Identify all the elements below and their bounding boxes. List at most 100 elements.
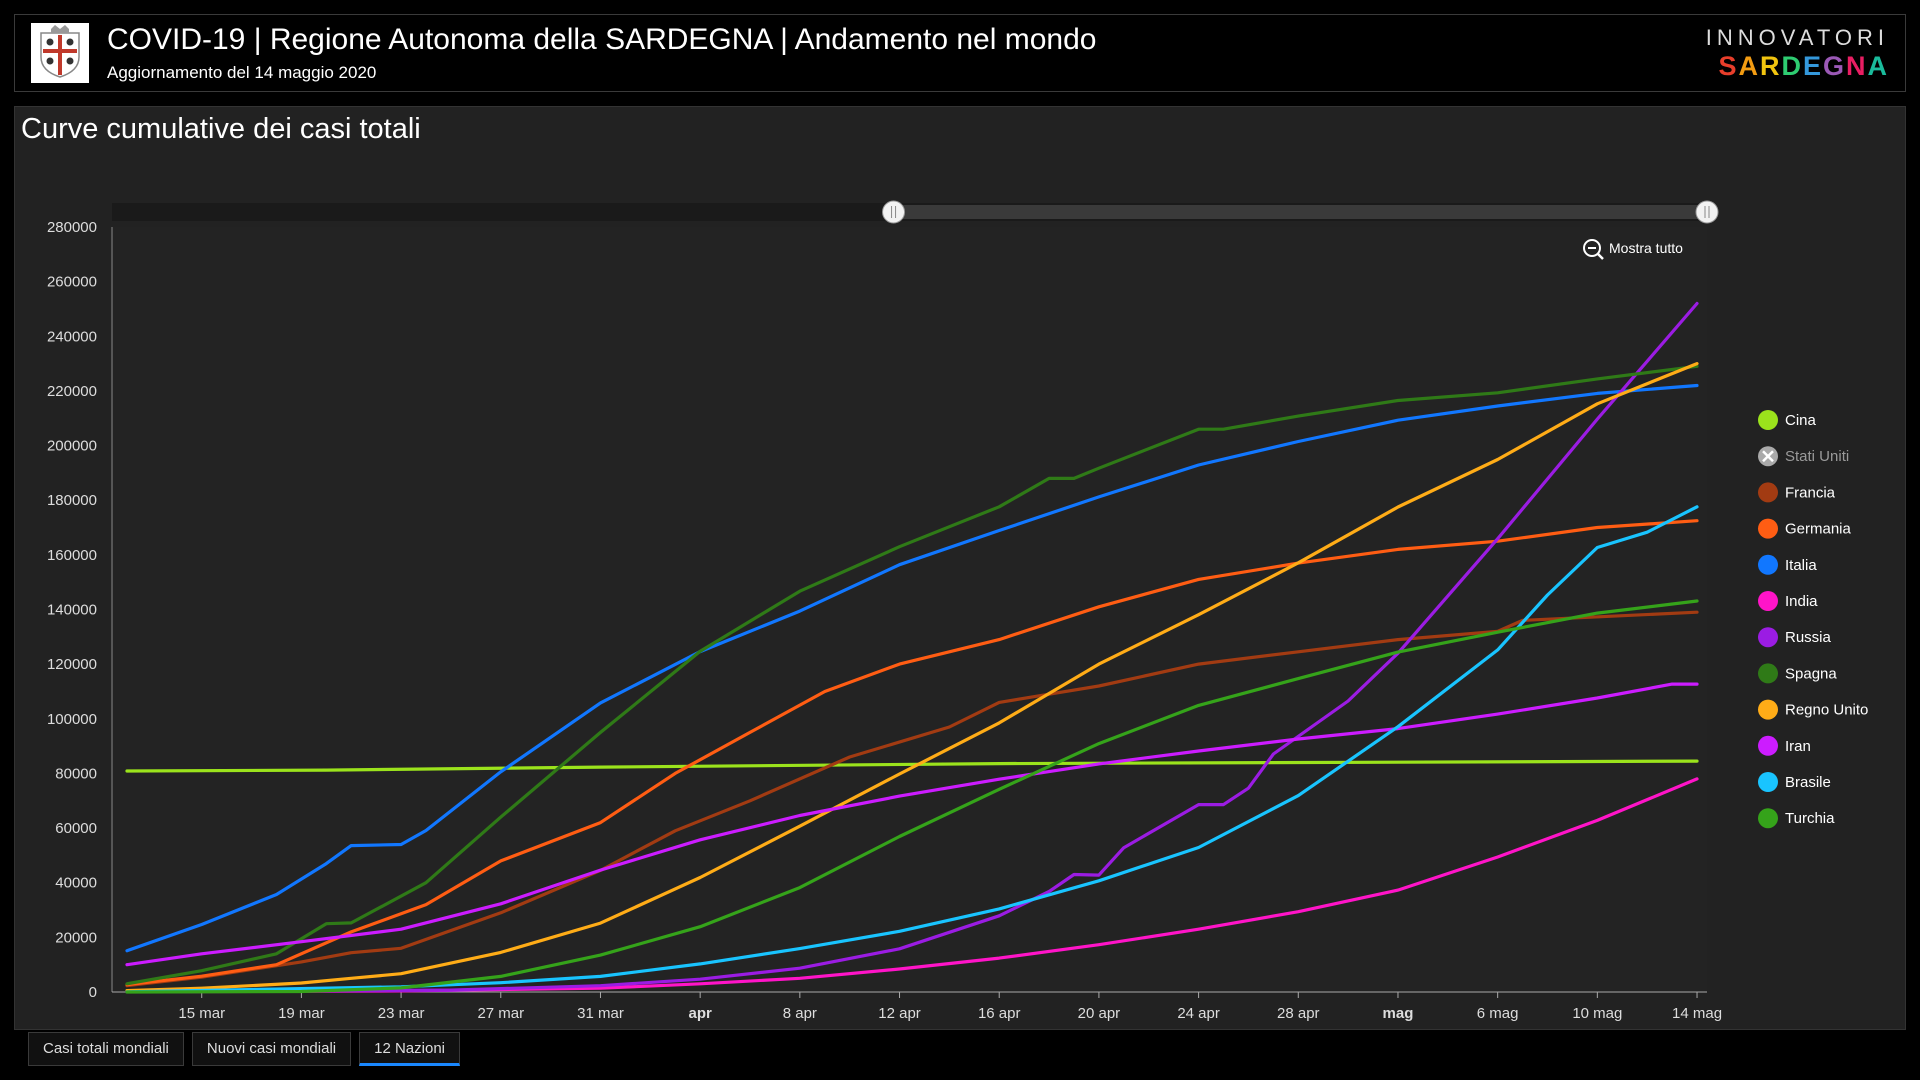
series-line-francia [125,610,1699,988]
legend-marker [1758,482,1778,503]
y-tick-label: 260000 [47,274,97,291]
legend-label: Francia [1785,484,1836,501]
brand-letter: E [1802,51,1823,81]
series-line-cina [125,759,1699,773]
series-line-iran [125,682,1699,967]
range-end-handle[interactable] [1695,200,1719,224]
legend-label: Iran [1785,738,1811,755]
brand-letter: A [1867,51,1889,81]
y-tick-label: 100000 [47,711,97,728]
x-tick-label: 28 apr [1277,1005,1320,1022]
brand-letter: R [1759,51,1782,81]
brand-letter: A [1738,51,1760,81]
handle-knob[interactable] [1695,200,1719,224]
x-tick-label: 27 mar [477,1005,524,1022]
y-tick-label: 80000 [55,765,97,782]
y-tick-label: 0 [89,984,97,1001]
x-tick-label: 8 apr [783,1005,817,1022]
x-tick-label: 12 apr [878,1005,921,1022]
x-tick-label: 31 mar [577,1005,624,1022]
x-tick-label: 15 mar [178,1005,225,1022]
legend-label: Turchia [1785,810,1835,827]
show-all-label: Mostra tutto [1609,240,1683,256]
y-tick-label: 140000 [47,602,97,619]
series-line-brasile [125,505,1699,994]
legend-marker [1758,772,1778,792]
update-date: Aggiornamento del 14 maggio 2020 [107,63,377,82]
legend-label: India [1785,593,1818,610]
legend-item-brasile[interactable]: Brasile [1758,772,1831,792]
range-start-handle[interactable] [882,200,906,224]
y-tick-label: 60000 [55,820,97,837]
y-tick-label: 240000 [47,328,97,345]
series-line-regno-unito [125,362,1699,993]
legend-item-germania[interactable]: Germania [1758,518,1852,539]
legend-item-francia[interactable]: Francia [1758,482,1836,503]
y-tick-label: 180000 [47,492,97,509]
x-tick-label: 19 mar [278,1005,325,1022]
y-tick-label: 160000 [47,547,97,564]
series-line-turchia [125,599,1699,994]
tab-12-nazioni[interactable]: 12 Nazioni [359,1032,461,1066]
page-title: COVID-19 | Regione Autonoma della SARDEG… [107,23,1097,56]
y-tick-label: 220000 [47,383,97,400]
legend-label: Brasile [1785,774,1831,791]
brand-letter: N [1846,51,1868,81]
legend-marker [1758,699,1778,720]
legend-label: Italia [1785,557,1817,574]
x-tick-label: 23 mar [378,1005,425,1022]
series-line-germania [125,519,1699,987]
legend-item-spagna[interactable]: Spagna [1758,663,1837,684]
legend-item-italia[interactable]: Italia [1758,554,1817,575]
legend-item-cina[interactable]: Cina [1758,410,1817,430]
legend-item-turchia[interactable]: Turchia [1758,808,1835,829]
legend-marker [1758,554,1778,575]
brand-top-text: INNOVATORI [1705,25,1889,50]
y-tick-label: 280000 [47,219,97,236]
legend-marker [1758,808,1778,829]
tab-nuovi-casi-mondiali[interactable]: Nuovi casi mondiali [191,1032,352,1066]
legend-marker [1758,518,1778,539]
series-line-italia [125,383,1699,953]
legend-marker [1758,591,1778,611]
plot-area [112,227,1707,992]
x-tick-label: 14 mag [1672,1005,1722,1022]
cumulative-cases-chart: 0 20000 40000 60000 80000 100000 120000 140000 1… [47,200,1868,1022]
x-tick-label: mag [1383,1005,1414,1022]
legend-item-russia[interactable]: Russia [1758,627,1832,648]
legend-item-iran[interactable]: Iran [1758,735,1811,756]
sardegna-coat-of-arms-logo [31,23,89,83]
x-tick-label: 24 apr [1177,1005,1220,1022]
legend-label: Russia [1785,629,1832,646]
range-scrollbar-thumb[interactable] [893,205,1707,219]
x-tick-label: 10 mag [1572,1005,1622,1022]
legend-marker [1758,663,1778,684]
brand-letter: G [1822,51,1846,81]
innovatori-sardegna-logo: INNOVATORI SARDEGNA [1706,25,1889,82]
legend-item-regno-unito[interactable]: Regno Unito [1758,699,1868,720]
brand-letter: S [1718,51,1739,81]
page-header: COVID-19 | Regione Autonoma della SARDEG… [14,14,1906,92]
x-tick-label: 6 mag [1477,1005,1519,1022]
zoom-out-icon-lens [1583,239,1601,257]
show-all-button[interactable]: Mostra tutto [1583,239,1683,260]
legend-label: Stati Uniti [1785,448,1849,465]
legend-item-india[interactable]: India [1758,591,1818,611]
x-tick-label: 20 apr [1078,1005,1121,1022]
y-tick-label: 120000 [47,656,97,673]
y-tick-label: 200000 [47,438,97,455]
tab-casi-totali-mondiali[interactable]: Casi totali mondiali [28,1032,184,1066]
y-tick-label: 40000 [55,875,97,892]
zoom-out-icon-handle [1597,253,1604,260]
legend-marker [1758,627,1778,648]
x-tick-label: apr [688,1005,712,1022]
legend-item-stati-uniti[interactable]: Stati Uniti [1758,446,1849,467]
zoom-out-icon [1583,239,1604,260]
brand-letter: D [1781,51,1803,81]
y-tick-label: 20000 [55,929,97,946]
x-tick-label: 16 apr [978,1005,1021,1022]
legend-label: Cina [1785,412,1817,429]
legend-marker [1758,735,1778,756]
legend-marker [1758,410,1778,430]
handle-knob[interactable] [882,200,906,224]
